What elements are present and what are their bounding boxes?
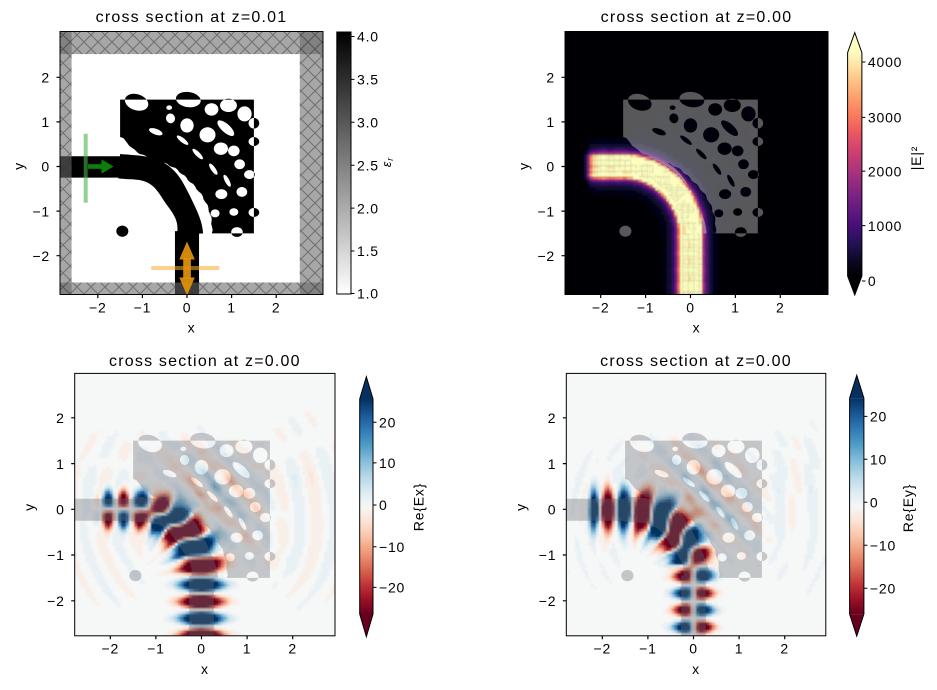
svg-text:Re{Ex}: Re{Ex} <box>411 483 427 531</box>
svg-text:1: 1 <box>548 456 557 472</box>
svg-text:cross section at z=0.01: cross section at z=0.01 <box>96 9 288 26</box>
svg-text:x: x <box>692 661 700 677</box>
svg-text:−1: −1 <box>134 299 152 315</box>
svg-text:0: 0 <box>183 299 192 315</box>
svg-text:εr: εr <box>380 157 395 167</box>
svg-text:0: 0 <box>197 641 206 657</box>
svg-text:3.0: 3.0 <box>357 115 379 131</box>
svg-text:2.5: 2.5 <box>357 157 379 173</box>
svg-text:2: 2 <box>548 410 557 426</box>
svg-text:−2: −2 <box>594 641 612 657</box>
svg-text:4000: 4000 <box>868 54 902 70</box>
svg-text:−1: −1 <box>537 203 555 219</box>
svg-text:0: 0 <box>689 641 698 657</box>
svg-text:1000: 1000 <box>868 218 902 234</box>
svg-text:2: 2 <box>56 410 65 426</box>
svg-text:−1: −1 <box>639 641 657 657</box>
svg-text:10: 10 <box>379 455 396 471</box>
svg-text:1.0: 1.0 <box>357 286 379 302</box>
svg-text:y: y <box>513 503 529 511</box>
svg-text:1: 1 <box>41 114 50 130</box>
svg-text:|E|²: |E|² <box>908 146 924 170</box>
svg-text:2: 2 <box>41 70 50 86</box>
svg-text:1: 1 <box>546 114 555 130</box>
svg-text:−2: −2 <box>47 593 65 609</box>
svg-text:2.0: 2.0 <box>357 200 379 216</box>
svg-text:1: 1 <box>243 641 252 657</box>
svg-text:1: 1 <box>227 299 236 315</box>
svg-text:0: 0 <box>870 495 879 511</box>
svg-text:x: x <box>188 320 196 336</box>
svg-text:Re{Ey}: Re{Ey} <box>900 484 916 532</box>
svg-text:−10: −10 <box>870 538 896 554</box>
svg-text:20: 20 <box>870 409 887 425</box>
svg-text:−2: −2 <box>537 248 555 264</box>
svg-text:2000: 2000 <box>868 163 902 179</box>
svg-text:x: x <box>693 320 701 336</box>
svg-text:cross section at z=0.00: cross section at z=0.00 <box>600 353 792 370</box>
svg-text:−2: −2 <box>102 641 120 657</box>
svg-text:1: 1 <box>56 456 65 472</box>
svg-text:2: 2 <box>546 70 555 86</box>
svg-text:−1: −1 <box>47 547 65 563</box>
svg-text:2: 2 <box>780 641 789 657</box>
svg-text:y: y <box>11 162 27 170</box>
svg-text:−1: −1 <box>539 547 557 563</box>
svg-text:0: 0 <box>868 273 877 289</box>
svg-text:0: 0 <box>56 502 65 518</box>
svg-text:−2: −2 <box>89 299 107 315</box>
svg-text:0: 0 <box>379 497 388 513</box>
svg-text:0: 0 <box>41 159 50 175</box>
svg-text:−1: −1 <box>147 641 165 657</box>
svg-text:−10: −10 <box>379 539 405 555</box>
svg-text:cross section at z=0.00: cross section at z=0.00 <box>601 9 793 26</box>
svg-text:1: 1 <box>735 641 744 657</box>
svg-text:−1: −1 <box>32 203 50 219</box>
svg-text:3.5: 3.5 <box>357 72 379 88</box>
svg-text:x: x <box>201 661 209 677</box>
svg-text:−20: −20 <box>870 581 896 597</box>
svg-text:1.5: 1.5 <box>357 243 379 259</box>
svg-text:0: 0 <box>546 159 555 175</box>
svg-text:−2: −2 <box>32 248 50 264</box>
svg-text:1: 1 <box>731 299 740 315</box>
svg-text:y: y <box>21 503 37 511</box>
svg-text:−1: −1 <box>637 299 655 315</box>
svg-text:2: 2 <box>272 299 281 315</box>
svg-text:y: y <box>516 162 532 170</box>
svg-text:cross section at z=0.00: cross section at z=0.00 <box>109 353 301 370</box>
svg-text:20: 20 <box>379 414 396 430</box>
svg-text:3000: 3000 <box>868 110 902 126</box>
svg-text:10: 10 <box>870 452 887 468</box>
svg-text:−2: −2 <box>592 299 610 315</box>
svg-text:0: 0 <box>548 502 557 518</box>
svg-text:2: 2 <box>288 641 297 657</box>
svg-text:2: 2 <box>776 299 785 315</box>
svg-text:−20: −20 <box>379 580 405 596</box>
svg-text:−2: −2 <box>539 593 557 609</box>
svg-text:4.0: 4.0 <box>357 29 379 45</box>
svg-text:0: 0 <box>686 299 695 315</box>
